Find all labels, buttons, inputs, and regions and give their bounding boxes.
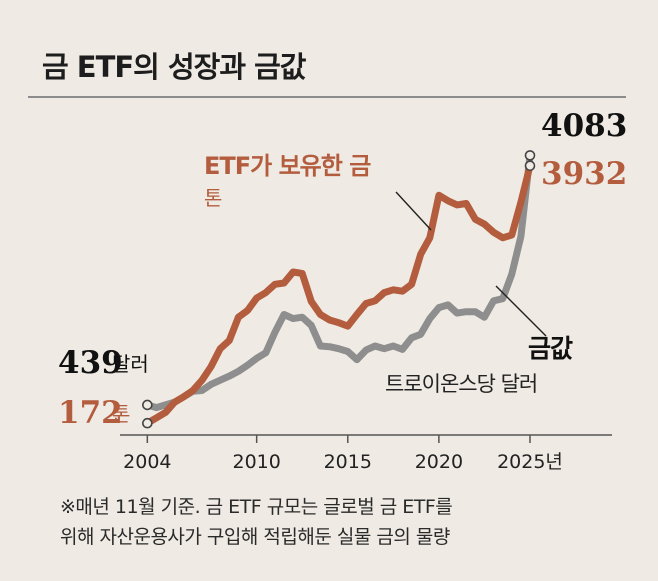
gold-end-value: 4083 xyxy=(541,108,627,144)
gold-start-marker xyxy=(142,399,153,411)
gold-start-unit: 달러 xyxy=(112,352,149,376)
footnote: ※매년 11월 기준. 금 ETF 규모는 글로벌 금 ETF를 위해 자산운용… xyxy=(60,492,640,552)
etf-end-value: 3932 xyxy=(541,156,627,192)
line-chart: 2004 2010 2015 2020 2025년 ETF가 보유한 금 톤 금값 트로… xyxy=(58,108,627,473)
x-tick-label: 2010 xyxy=(232,451,280,473)
etf-label-leader xyxy=(395,191,432,231)
etf-start-unit: 톤 xyxy=(112,402,130,426)
gold-label-leader xyxy=(495,285,547,337)
footnote-line-1: ※매년 11월 기준. 금 ETF 규모는 글로벌 금 ETF를 xyxy=(60,496,453,518)
etf-start-value: 172 xyxy=(58,395,123,431)
etf-holdings-line xyxy=(143,162,534,427)
gold-series-unit: 트로이온스당 달러 xyxy=(385,372,537,396)
etf-series-name: ETF가 보유한 금 xyxy=(204,152,371,180)
etf-series-unit: 톤 xyxy=(204,186,222,210)
etf-end-marker xyxy=(524,160,536,172)
x-tick-label: 2015 xyxy=(324,451,372,473)
title-divider xyxy=(28,96,626,98)
x-tick-label: 2025년 xyxy=(497,451,563,473)
gold-end-marker xyxy=(524,150,536,161)
etf-start-marker xyxy=(142,417,153,429)
gold-start-value: 439 xyxy=(58,345,123,381)
chart-title: 금 ETF의 성장과 금값 xyxy=(42,50,306,84)
x-tick-label: 2020 xyxy=(415,451,463,473)
x-tick-label: 2004 xyxy=(123,451,171,473)
gold-series-name: 금값 xyxy=(528,334,573,363)
gold-price-line xyxy=(143,151,534,412)
footnote-line-2: 위해 자산운용사가 구입해 적립해둔 실물 금의 물량 xyxy=(60,526,450,548)
